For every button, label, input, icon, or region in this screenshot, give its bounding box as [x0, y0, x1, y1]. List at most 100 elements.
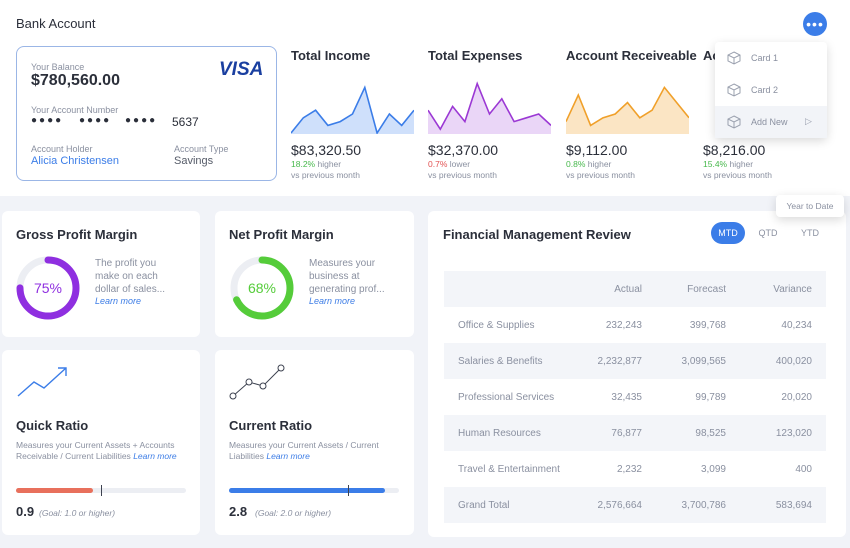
stat-delta-value: 0.7% [428, 159, 448, 169]
stat-sparkline [428, 81, 551, 134]
stat-value: $8,216.00 [703, 142, 766, 158]
net-margin-gauge [230, 256, 294, 320]
account-last4: 5637 [172, 115, 199, 129]
table-row[interactable]: Office & Supplies 232,243 399,768 40,234 [444, 307, 826, 343]
masked-group-2: ●●●● [79, 115, 112, 126]
table-cell: Professional Services [458, 391, 555, 403]
account-number-label: Your Account Number [31, 105, 119, 115]
quick-learn-more[interactable]: Learn more [133, 451, 177, 461]
stat-title: Total Expenses [428, 48, 523, 63]
tab-ytd[interactable]: YTD [801, 228, 819, 238]
holder-label: Account Holder [31, 144, 93, 154]
table-cell: 2,232 [616, 463, 642, 475]
net-margin-desc-text: Measures your business at generating pro… [309, 258, 385, 295]
table-cell: 400 [795, 463, 812, 475]
stat-title: Account Receiveable [566, 48, 697, 63]
stat-sparkline [566, 85, 689, 134]
table-cell: 32,435 [611, 391, 642, 403]
quick-ratio-title: Quick Ratio [16, 418, 89, 433]
tab-qtd[interactable]: QTD [758, 228, 778, 238]
current-ratio-title: Current Ratio [229, 418, 313, 433]
balance-label: Your Balance [31, 62, 85, 72]
current-ratio-desc: Measures your Current Assets / Current L… [229, 440, 399, 462]
sparkline-line [291, 85, 414, 134]
column-header [444, 271, 574, 307]
net-margin-title: Net Profit Margin [229, 227, 334, 242]
bank-card[interactable]: Your Balance $780,560.00 VISA Your Accou… [16, 46, 277, 181]
stat-note: vs previous month [566, 170, 635, 180]
quick-ratio-desc: Measures your Current Assets + Accounts … [16, 440, 186, 462]
stat-delta-word: lower [449, 159, 471, 169]
table-cell: 76,877 [611, 427, 642, 439]
stat-title: Total Income [291, 48, 371, 63]
cube-icon [727, 115, 741, 129]
total-cell: 2,576,664 [597, 499, 643, 511]
current-ratio-value: 2.8 [229, 504, 248, 519]
quick-ratio-panel: Quick Ratio Measures your Current Assets… [2, 350, 200, 535]
masked-group-3: ●●●● [125, 115, 158, 126]
menu-item-add-new[interactable]: Add New ▷ [715, 106, 827, 138]
net-learn-more[interactable]: Learn more [309, 296, 356, 306]
trend-up-icon [17, 367, 67, 397]
table-cell: 123,020 [775, 427, 812, 439]
gross-margin-percent: 75% [33, 280, 63, 296]
current-ratio-goal: (Goal: 2.0 or higher) [255, 508, 332, 518]
table-cell: 3,099 [700, 463, 726, 475]
gross-margin-desc: The profit you make on each dollar of sa… [95, 257, 175, 296]
stat-delta-value: 0.8% [566, 159, 586, 169]
table-cell: 20,020 [781, 391, 812, 403]
current-ratio-bar-fill [229, 488, 386, 493]
menu-item-card-2[interactable]: Card 2 [715, 74, 827, 106]
table-cell: Travel & Entertainment [458, 463, 560, 475]
stat-note: vs previous month [703, 170, 772, 180]
gross-learn-more[interactable]: Learn more [95, 296, 142, 306]
more-options-button[interactable]: ••• [803, 12, 827, 36]
menu-item-label: Card 2 [751, 85, 779, 95]
grand-total-row[interactable]: Grand Total 2,576,664 3,700,786 583,694 [444, 487, 826, 523]
quick-ratio-desc-text: Measures your Current Assets + Accounts … [16, 440, 175, 461]
table-cell: 40,234 [781, 319, 812, 331]
cube-icon [727, 83, 741, 97]
current-ratio-goal-marker [348, 485, 349, 496]
balance-value: $780,560.00 [31, 72, 120, 89]
account-type-label: Account Type [174, 144, 229, 154]
stat-note: vs previous month [291, 170, 360, 180]
bank-account-title: Bank Account [16, 16, 96, 31]
stat-delta: 0.8% higher [566, 159, 611, 169]
table-row[interactable]: Salaries & Benefits 2,232,877 3,099,565 400… [444, 343, 826, 379]
visa-logo: VISA [219, 59, 264, 80]
current-ratio-panel: Current Ratio Measures your Current Asse… [215, 350, 414, 535]
current-learn-more[interactable]: Learn more [266, 451, 310, 461]
holder-name[interactable]: Alicia Christensen [31, 155, 120, 167]
menu-item-label: Add New [751, 117, 788, 127]
net-margin-percent: 68% [247, 280, 277, 296]
menu-item-card-1[interactable]: Card 1 [715, 42, 827, 74]
table-cell: Salaries & Benefits [458, 355, 543, 367]
current-ratio-bar [229, 485, 399, 496]
masked-group-1: ●●●● [31, 115, 64, 126]
table-cell: 400,020 [775, 355, 812, 367]
table-cell: 99,789 [695, 391, 726, 403]
table-row[interactable]: Professional Services 32,435 99,789 20,020 [444, 379, 826, 415]
stat-delta-value: 15.4% [703, 159, 728, 169]
stat-delta-word: higher [729, 159, 754, 169]
gross-margin-gauge [16, 256, 80, 320]
table-cell: 98,525 [695, 427, 726, 439]
ytd-tooltip: Year to Date [776, 195, 844, 217]
current-ratio-desc-text: Measures your Current Assets / Current L… [229, 440, 379, 461]
tab-mtd[interactable]: MTD [711, 222, 745, 244]
quick-ratio-goal-marker [101, 485, 102, 496]
table-cell: 3,099,565 [681, 355, 727, 367]
table-row[interactable]: Human Resources 76,877 98,525 123,020 [444, 415, 826, 451]
review-title: Financial Management Review [443, 227, 631, 242]
stat-value: $9,112.00 [566, 142, 628, 158]
stat-delta-word: higher [317, 159, 342, 169]
stat-note: vs previous month [428, 170, 497, 180]
table-row[interactable]: Travel & Entertainment 2,232 3,099 400 [444, 451, 826, 487]
stat-sparkline [291, 85, 414, 134]
sparkline-area [428, 83, 551, 134]
card-menu: Card 1 Card 2 Add New ▷ [715, 42, 827, 138]
cube-icon [727, 51, 741, 65]
table-header-row: Actual Forecast Variance [444, 271, 826, 307]
stat-delta: 15.4% higher [703, 159, 753, 169]
